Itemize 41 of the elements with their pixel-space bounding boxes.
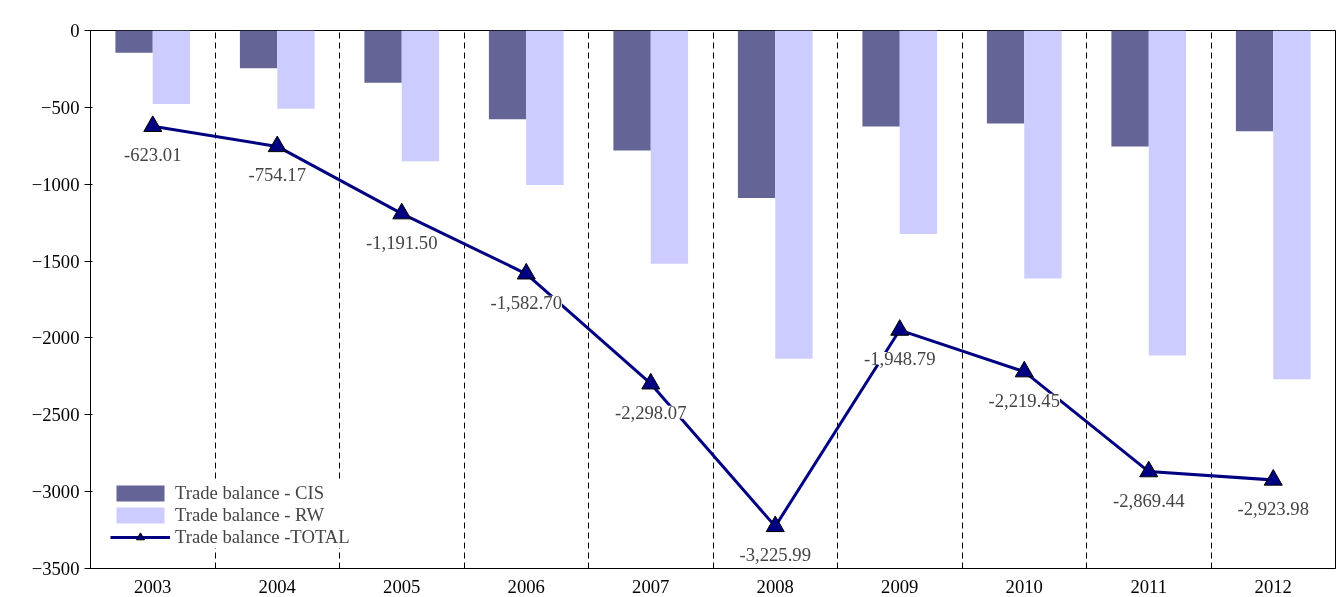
point [1263,469,1283,486]
x-tick-label: 2005 [383,575,421,597]
y-tick-label: −2000 [31,327,80,349]
point [890,319,910,336]
point [1014,360,1034,378]
point [143,115,163,132]
y-tick-label: −1500 [31,250,80,272]
x-tick-label: 2004 [258,575,297,597]
legend-label: Trade balance - CIS [175,482,325,504]
data-label: -2,923.98 [1237,497,1310,519]
y-tick-label: −2500 [31,404,80,426]
y-tick-label: −1000 [31,173,80,195]
point [516,262,536,280]
y-tick-label: 0 [70,20,80,41]
x-tick-label: 2008 [756,575,794,597]
x-tick-label: 2006 [507,575,545,597]
data-label: -2,298.07 [615,401,687,423]
data-label: -1,191.50 [366,231,438,253]
x-tick-label: 2003 [134,575,172,597]
x-tick-label: 2007 [632,575,670,597]
point [765,515,785,533]
x-tick-label: 2012 [1254,575,1292,597]
point [1139,460,1159,478]
data-label: -754.17 [248,164,307,186]
legend-label: Trade balance -TOTAL [175,526,350,548]
x-tick-label: 2011 [1130,575,1168,597]
x-tick-label: 2009 [881,575,919,597]
y-tick-label: −500 [40,96,80,118]
x-tick-label: 2010 [1005,575,1043,597]
data-label: -1,948.79 [864,348,936,370]
y-tick-label: −3500 [31,558,80,579]
data-label: -2,869.44 [1113,489,1186,511]
y-tick-label: −3000 [31,481,80,503]
data-label: -3,225.99 [739,544,812,566]
point [641,372,661,390]
data-label: -2,219.45 [988,389,1061,411]
point [392,202,412,220]
data-label: -1,582.70 [490,291,563,313]
data-label: -623.01 [123,144,182,166]
legend-label: Trade balance - RW [175,504,325,526]
point [267,135,287,153]
